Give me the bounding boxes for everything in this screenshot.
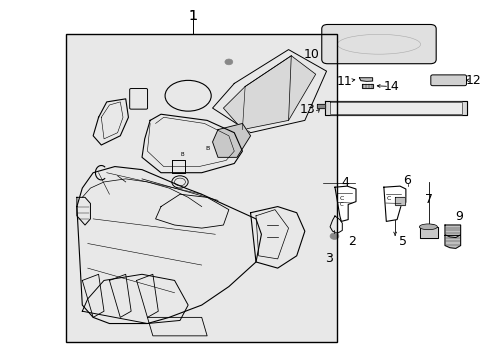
- Text: 3: 3: [324, 252, 332, 265]
- Text: 1: 1: [188, 9, 197, 23]
- Polygon shape: [444, 235, 460, 248]
- Text: 8: 8: [427, 223, 434, 236]
- Polygon shape: [325, 101, 466, 115]
- Polygon shape: [223, 56, 315, 130]
- Text: 9: 9: [455, 210, 463, 222]
- Polygon shape: [359, 78, 372, 81]
- Polygon shape: [419, 227, 437, 238]
- Polygon shape: [316, 104, 324, 108]
- Polygon shape: [361, 84, 372, 88]
- Text: 4: 4: [341, 176, 348, 189]
- Text: B: B: [204, 145, 209, 150]
- Text: 1: 1: [188, 9, 197, 23]
- Text: C: C: [339, 195, 343, 201]
- Polygon shape: [444, 225, 460, 238]
- FancyBboxPatch shape: [430, 75, 466, 86]
- Circle shape: [329, 233, 338, 239]
- Text: 2: 2: [347, 235, 355, 248]
- Polygon shape: [329, 102, 461, 114]
- FancyBboxPatch shape: [321, 24, 435, 64]
- Text: C: C: [339, 202, 343, 207]
- Circle shape: [224, 59, 232, 65]
- Text: B: B: [181, 152, 184, 157]
- Text: 12: 12: [465, 74, 480, 87]
- Text: 14: 14: [383, 80, 398, 93]
- Text: C: C: [386, 195, 390, 201]
- Text: 7: 7: [425, 193, 432, 206]
- Bar: [66, 34, 337, 342]
- Ellipse shape: [419, 224, 436, 230]
- Text: 13: 13: [299, 103, 314, 116]
- Polygon shape: [394, 197, 404, 205]
- Text: 6: 6: [403, 174, 410, 186]
- Bar: [66, 34, 337, 342]
- Text: 5: 5: [399, 235, 407, 248]
- Text: 10: 10: [304, 48, 319, 61]
- Text: 11: 11: [336, 75, 351, 87]
- Polygon shape: [212, 123, 250, 157]
